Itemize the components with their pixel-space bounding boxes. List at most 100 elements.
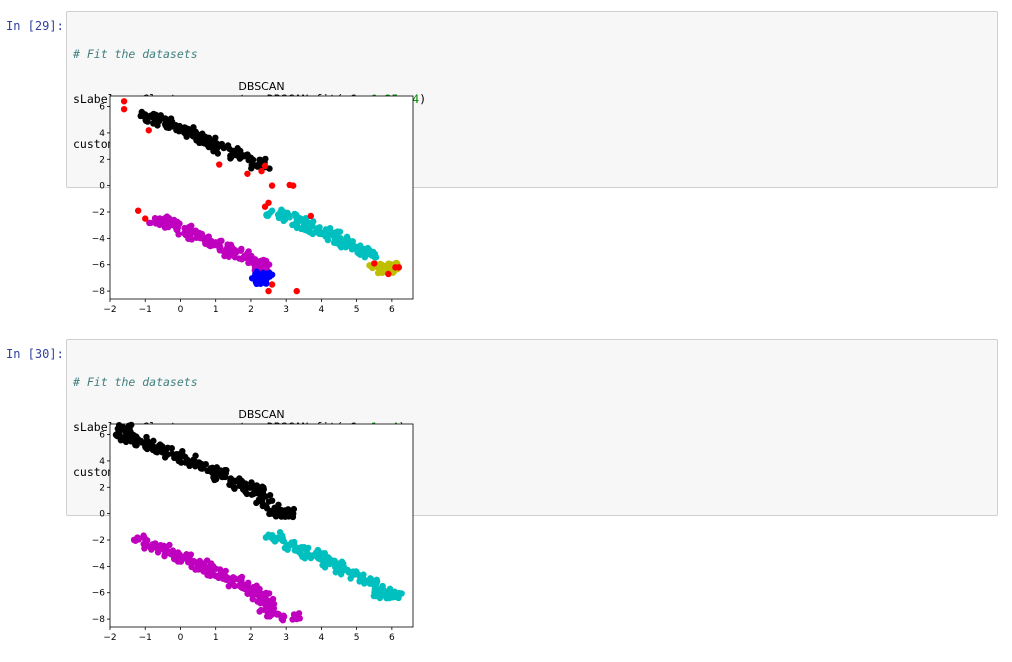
data-point [261, 601, 269, 608]
data-point [194, 461, 202, 469]
data-point [265, 531, 272, 538]
noise-point [307, 212, 315, 220]
data-point [128, 421, 135, 429]
data-point [326, 231, 334, 238]
y-tick-label: −8 [92, 615, 106, 625]
data-point [170, 221, 177, 229]
data-point [162, 122, 169, 129]
cluster-2 [262, 529, 405, 602]
data-point [248, 252, 255, 260]
data-point [371, 253, 378, 261]
data-point [205, 237, 212, 245]
data-point [349, 570, 356, 578]
noise-point [265, 287, 272, 295]
data-point [295, 214, 302, 221]
chart-title: DBSCAN [238, 80, 284, 93]
data-point [152, 543, 160, 550]
data-point [187, 557, 195, 565]
y-tick-label: 2 [99, 483, 105, 493]
cluster-0 [137, 108, 273, 172]
data-point [212, 573, 220, 580]
data-point [134, 435, 141, 442]
data-point [361, 577, 368, 585]
data-point [129, 436, 136, 444]
data-point [304, 221, 311, 229]
data-point [192, 452, 199, 459]
data-point [140, 540, 147, 548]
data-point [231, 246, 239, 254]
data-point [164, 219, 171, 227]
x-tick-label: 0 [178, 305, 184, 315]
data-point [150, 437, 157, 445]
data-point [150, 120, 157, 127]
data-point [248, 161, 255, 169]
data-point [331, 557, 338, 565]
data-point [334, 228, 341, 235]
noise-point [293, 287, 300, 295]
x-tick-label: 3 [283, 305, 289, 315]
data-point [272, 537, 279, 545]
plot-output-2: DBSCAN −2 −1 0 1 2 3 4 5 6 6 4 2 0 −2 −4 −6 −8 [80, 406, 425, 655]
data-point [181, 453, 189, 461]
data-point [248, 479, 255, 486]
data-point [337, 571, 345, 578]
data-point [193, 559, 200, 567]
code-comment: # Fit the datasets [73, 375, 198, 389]
data-point [395, 592, 403, 599]
data-point [212, 469, 219, 476]
data-point [163, 451, 171, 459]
data-point [161, 552, 168, 560]
cluster-4 [248, 268, 276, 288]
noise-points [120, 98, 403, 295]
data-point [334, 233, 341, 241]
data-point [278, 615, 285, 623]
x-tick-label: 4 [319, 305, 325, 315]
data-point [247, 259, 255, 266]
data-point [177, 125, 184, 133]
data-point [314, 546, 322, 554]
data-point [168, 118, 176, 125]
x-tick-label: −1 [139, 305, 152, 315]
data-point [277, 506, 285, 514]
x-tick-label: 2 [248, 305, 254, 315]
data-point [276, 529, 284, 536]
data-point [295, 610, 303, 617]
data-point [218, 237, 225, 245]
data-point [254, 589, 262, 596]
noise-point [395, 264, 403, 271]
data-point [297, 550, 305, 558]
data-point [339, 237, 346, 245]
noise-point [385, 270, 392, 278]
x-tick-label: −2 [103, 633, 116, 643]
y-tick-label: −6 [92, 589, 106, 599]
data-point [265, 261, 273, 268]
data-point [114, 425, 122, 432]
data-point [149, 111, 156, 119]
data-point [332, 569, 339, 576]
data-point [263, 212, 270, 219]
data-point [299, 544, 306, 551]
data-point [133, 442, 140, 449]
data-point [182, 459, 189, 466]
data-point [156, 117, 163, 125]
noise-point [268, 281, 276, 288]
data-point [371, 581, 378, 589]
data-point [290, 510, 297, 517]
data-point [247, 484, 255, 491]
data-point [207, 465, 214, 472]
data-point [184, 127, 191, 134]
data-point [349, 238, 357, 245]
data-point [177, 453, 184, 461]
data-point [268, 207, 276, 214]
data-point [339, 565, 346, 573]
data-point [378, 266, 385, 274]
data-point [178, 459, 185, 466]
data-point [152, 215, 160, 222]
data-point [187, 229, 195, 237]
x-tick-label: 5 [354, 305, 360, 315]
data-point [290, 611, 298, 618]
data-point [231, 485, 238, 492]
data-point [305, 544, 312, 552]
data-point [156, 445, 163, 453]
x-tick-label: 6 [389, 633, 395, 643]
